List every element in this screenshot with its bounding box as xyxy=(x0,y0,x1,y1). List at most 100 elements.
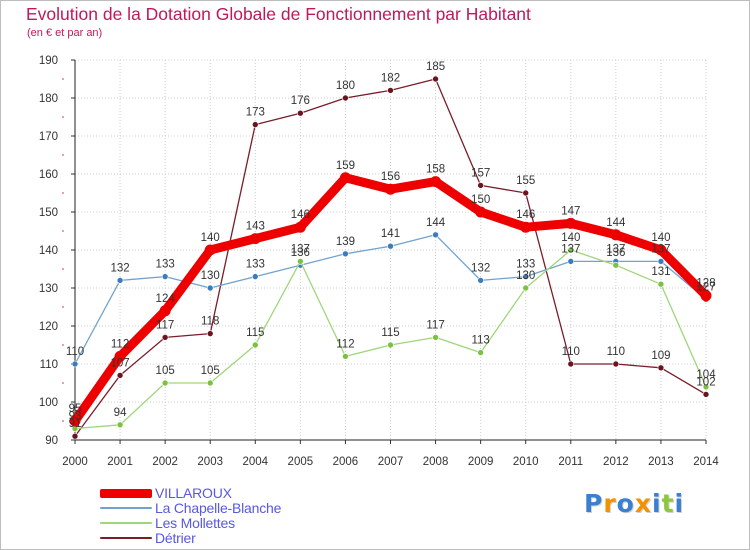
data-label-detrier: 118 xyxy=(201,316,219,328)
x-tick-label: 2004 xyxy=(242,456,268,468)
data-point-detrier xyxy=(297,109,304,117)
y-tick-label: 150 xyxy=(39,207,58,219)
data-label-villaroux: 147 xyxy=(561,205,580,217)
data-label-la-chapelle-blanche: 132 xyxy=(471,262,490,274)
y-tick-label: 190 xyxy=(39,55,58,67)
data-label-detrier: 102 xyxy=(696,376,715,388)
data-label-villaroux: 158 xyxy=(426,164,445,176)
data-point-detrier xyxy=(522,189,530,197)
data-point-les-mollettes xyxy=(342,353,349,360)
data-label-la-chapelle-blanche: 137 xyxy=(651,243,670,255)
legend-item-detrier: Détrier xyxy=(100,530,196,546)
data-label-detrier: 117 xyxy=(156,319,174,331)
data-point-les-mollettes xyxy=(657,280,665,288)
data-point-villaroux xyxy=(385,183,396,195)
data-label-la-chapelle-blanche: 137 xyxy=(606,243,625,255)
logo-letter: o xyxy=(616,489,635,518)
data-label-detrier: 182 xyxy=(381,72,400,84)
data-point-la-chapelle-blanche xyxy=(387,242,394,250)
legend-swatch-les-mollettes xyxy=(100,522,152,524)
data-point-villaroux xyxy=(655,244,667,256)
data-point-la-chapelle-blanche xyxy=(116,277,124,284)
data-point-les-mollettes xyxy=(567,246,575,254)
data-label-la-chapelle-blanche: 144 xyxy=(426,217,446,229)
data-point-villaroux xyxy=(475,206,487,218)
x-tick-label: 2012 xyxy=(603,456,629,468)
x-tick-label: 2006 xyxy=(333,456,359,468)
data-point-les-mollettes xyxy=(432,334,439,341)
data-point-detrier xyxy=(567,360,575,368)
data-point-la-chapelle-blanche xyxy=(432,231,439,239)
data-point-villaroux xyxy=(565,217,577,229)
data-point-detrier xyxy=(206,330,214,337)
data-point-villaroux xyxy=(204,244,216,256)
proxiti-logo: Proxiti xyxy=(584,489,684,518)
x-tick-label: 2010 xyxy=(513,456,539,468)
logo-letter: i xyxy=(652,489,662,518)
data-point-detrier xyxy=(612,360,620,368)
data-point-les-mollettes xyxy=(297,258,304,265)
data-point-detrier xyxy=(251,121,259,128)
x-tick-label: 2002 xyxy=(152,456,178,468)
data-label-la-chapelle-blanche: 139 xyxy=(336,236,355,248)
legend-item-les-mollettes: Les Mollettes xyxy=(100,515,235,531)
data-label-villaroux: 150 xyxy=(471,194,490,206)
data-label-villaroux: 140 xyxy=(201,232,220,244)
data-label-les-mollettes: 104 xyxy=(696,369,716,381)
y-tick-label: 120 xyxy=(39,321,58,333)
data-point-la-chapelle-blanche xyxy=(161,273,169,280)
data-point-villaroux xyxy=(294,221,306,233)
x-tick-label: 2008 xyxy=(423,456,449,468)
data-point-detrier xyxy=(432,75,439,83)
axes: 90 100 110 120 130 140 150 160 170 180 190 2000 2001… xyxy=(39,55,720,468)
data-point-la-chapelle-blanche xyxy=(342,250,349,258)
data-point-detrier xyxy=(657,364,665,372)
data-label-la-chapelle-blanche: 136 xyxy=(291,247,310,259)
data-point-villaroux xyxy=(339,172,351,184)
data-point-detrier xyxy=(161,334,169,341)
data-point-villaroux xyxy=(69,415,81,427)
data-label-villaroux: 146 xyxy=(291,209,310,221)
data-label-les-mollettes: 94 xyxy=(114,407,127,419)
y-tick-label: 110 xyxy=(40,359,58,371)
data-label-detrier: 176 xyxy=(291,95,310,107)
data-point-les-mollettes xyxy=(251,341,259,349)
data-point-villaroux xyxy=(520,221,532,233)
y-tick-label: 170 xyxy=(39,131,58,143)
data-label-villaroux: 128 xyxy=(696,278,715,290)
data-point-villaroux xyxy=(700,290,712,302)
data-label-les-mollettes: 137 xyxy=(291,243,310,255)
logo-letter: t xyxy=(661,489,675,518)
data-label-detrier: 185 xyxy=(426,61,445,73)
data-point-villaroux xyxy=(430,176,442,188)
x-tick-label: 2013 xyxy=(648,456,674,468)
data-point-la-chapelle-blanche xyxy=(477,277,484,284)
data-label-les-mollettes: 112 xyxy=(336,338,354,350)
data-point-la-chapelle-blanche xyxy=(71,360,79,368)
data-label-villaroux: 95 xyxy=(69,403,82,415)
data-label-villaroux: 124 xyxy=(156,293,176,305)
data-label-la-chapelle-blanche: 127 xyxy=(696,281,715,293)
legend-label-villaroux: VILLAROUX xyxy=(155,485,232,501)
data-point-la-chapelle-blanche xyxy=(206,284,214,292)
chart-title: Evolution de la Dotation Globale de Fonc… xyxy=(26,4,531,24)
legend-item-villaroux: VILLAROUX xyxy=(100,485,232,501)
data-label-villaroux: 140 xyxy=(651,232,670,244)
data-point-villaroux xyxy=(114,350,126,362)
data-label-detrier: 91 xyxy=(69,418,82,430)
data-point-detrier xyxy=(342,94,349,102)
data-label-les-mollettes: 105 xyxy=(201,365,220,377)
y-tick-label: 140 xyxy=(39,245,58,257)
data-point-la-chapelle-blanche xyxy=(567,258,575,265)
data-point-villaroux xyxy=(159,305,171,317)
data-label-la-chapelle-blanche: 141 xyxy=(381,228,400,240)
data-label-la-chapelle-blanche: 130 xyxy=(201,270,220,282)
legend-label-la-chapelle-blanche: La Chapelle-Blanche xyxy=(155,500,282,516)
data-label-les-mollettes: 117 xyxy=(426,319,444,331)
legend-label-detrier: Détrier xyxy=(155,530,196,546)
data-label-detrier: 107 xyxy=(110,357,129,369)
legend-swatch-villaroux xyxy=(100,488,152,498)
data-label-detrier: 110 xyxy=(607,346,625,358)
data-label-detrier: 157 xyxy=(471,167,490,179)
